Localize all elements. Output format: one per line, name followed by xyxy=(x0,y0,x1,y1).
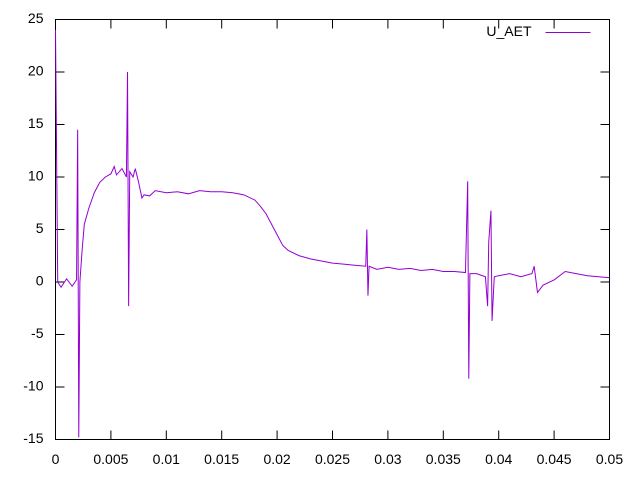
y-tick-label: 25 xyxy=(28,10,44,26)
y-tick-label: -5 xyxy=(31,325,44,341)
x-tick-label: 0.04 xyxy=(485,451,512,467)
x-tick-label: 0.05 xyxy=(596,451,623,467)
plot-border xyxy=(55,19,610,440)
x-tick-label: 0.005 xyxy=(93,451,128,467)
x-tick-label: 0.02 xyxy=(263,451,290,467)
x-tick-label: 0.035 xyxy=(426,451,461,467)
x-tick-label: 0.045 xyxy=(537,451,572,467)
x-tick-label: 0.025 xyxy=(315,451,350,467)
x-tick-label: 0 xyxy=(52,451,60,467)
y-tick-label: 0 xyxy=(36,273,44,289)
y-tick-label: 15 xyxy=(28,115,44,131)
y-tick-label: -10 xyxy=(23,378,43,394)
x-tick-label: 0.015 xyxy=(204,451,239,467)
x-tick-label: 0.03 xyxy=(374,451,401,467)
y-tick-label: 5 xyxy=(36,220,44,236)
series-line xyxy=(55,29,610,438)
x-tick-label: 0.01 xyxy=(153,451,180,467)
y-tick-label: 20 xyxy=(28,63,44,79)
legend-label: U_AET xyxy=(486,23,532,39)
y-tick-label: 10 xyxy=(28,168,44,184)
y-tick-label: -15 xyxy=(23,430,43,446)
